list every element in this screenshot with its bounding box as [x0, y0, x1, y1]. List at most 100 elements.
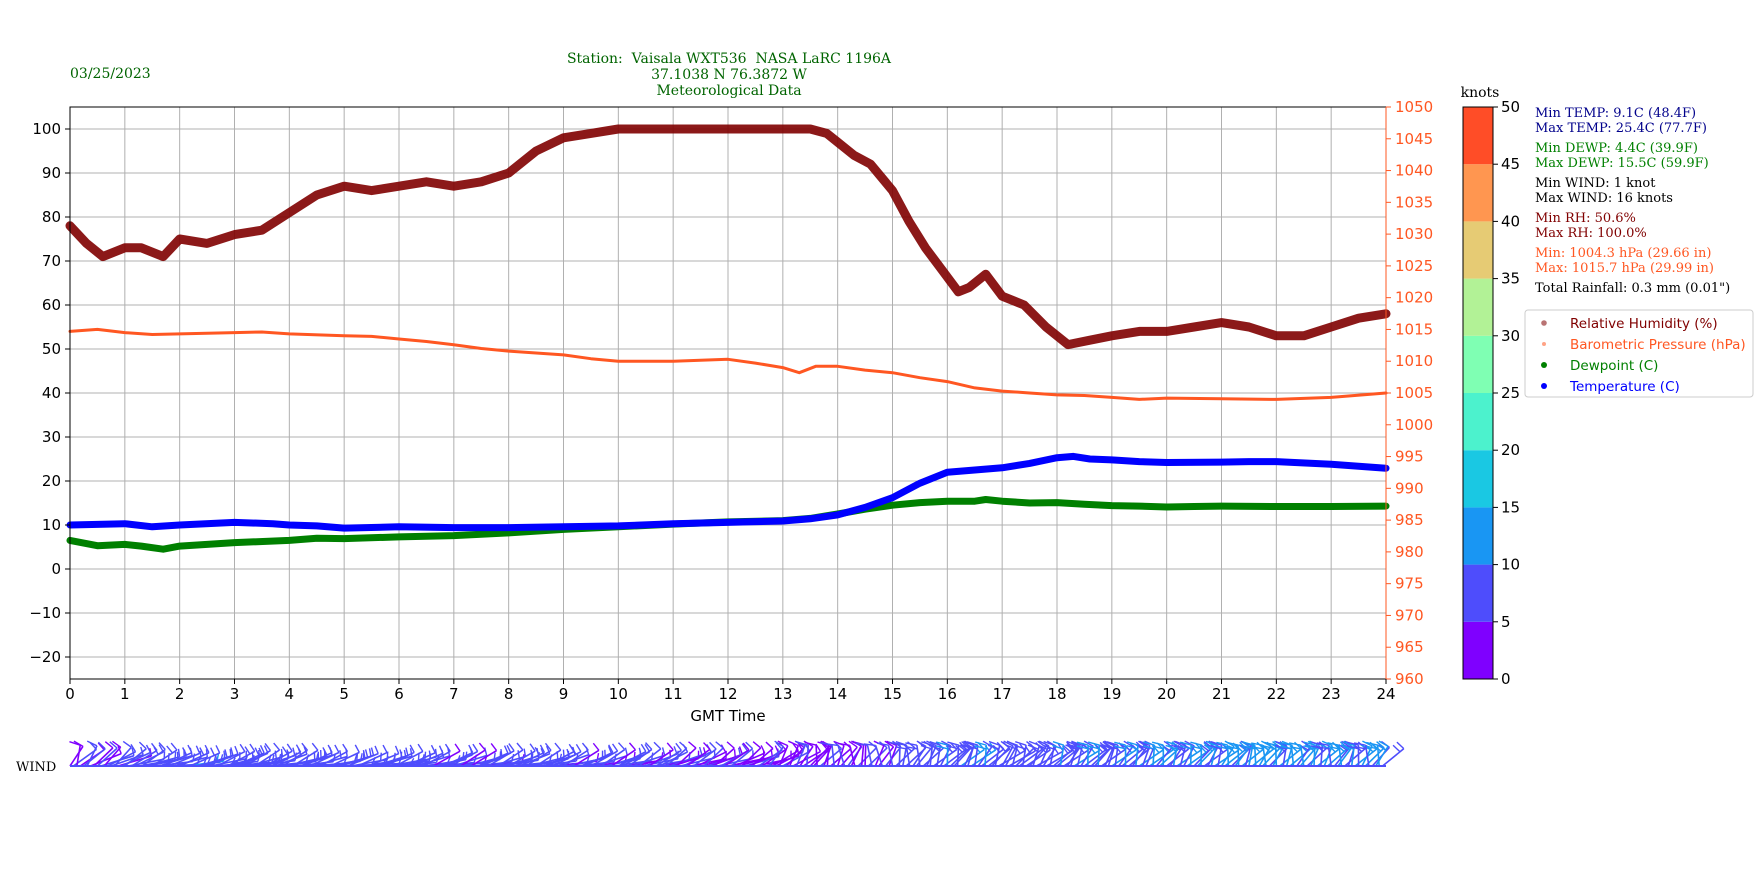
wind-barb-flag: [726, 741, 735, 749]
y-right-tick-label: 1015: [1395, 320, 1433, 338]
temperature-series: [66, 452, 1390, 532]
wind-barb-flag: [1015, 741, 1027, 746]
wind-barb-flag: [1210, 740, 1222, 746]
wind-barb: [453, 754, 487, 767]
y-right-tick-label: 1010: [1395, 352, 1433, 370]
wind-barb-flag: [1103, 744, 1114, 750]
wind-barb: [887, 745, 894, 767]
x-tick-label: 12: [718, 685, 737, 703]
wind-barb: [628, 748, 653, 767]
wind-barb-flag: [797, 741, 809, 746]
y-left-tick-label: 20: [42, 472, 61, 490]
wind-barb: [227, 750, 256, 767]
colorbar-segment: [1463, 221, 1493, 279]
wind-barb-flag: [611, 743, 619, 752]
wind-barb-flag: [1038, 740, 1050, 747]
wind-barb-flag: [490, 743, 498, 751]
wind-barb: [991, 746, 1010, 767]
wind-barb-flag: [1006, 740, 1018, 746]
wind-barb: [121, 751, 151, 767]
wind-barb-flag: [1376, 741, 1385, 749]
wind-barb-flag: [936, 741, 948, 746]
colorbar-tick-label: 40: [1501, 212, 1520, 230]
wind-barb-flag: [1163, 740, 1173, 748]
wind-barb-flag: [382, 744, 388, 753]
y-right-tick-label: 1000: [1395, 416, 1433, 434]
wind-barb-flag: [1076, 741, 1089, 746]
series-layer: [65, 124, 1391, 553]
x-tick-label: 22: [1267, 685, 1286, 703]
wind-barb-flag: [1317, 745, 1329, 750]
wind-barb: [422, 750, 451, 767]
wind-barb: [857, 747, 878, 767]
legend-label: Temperature (C): [1569, 379, 1680, 395]
wind-barb-flag: [370, 747, 375, 756]
wind-barb: [460, 749, 486, 767]
wind-barb-flag: [957, 744, 967, 752]
wind-label: WIND: [16, 760, 56, 775]
wind-barb: [594, 754, 628, 767]
x-tick-label: 3: [230, 685, 240, 703]
wind-barb-flag: [1310, 745, 1323, 750]
y-left-tick-label: −10: [29, 604, 61, 622]
wind-barb: [826, 745, 830, 767]
wind-barb-flag: [97, 741, 106, 750]
wind-barb: [850, 745, 862, 767]
colorbar-label: knots: [1461, 85, 1500, 101]
wind-barb: [151, 749, 178, 767]
y-left-tick-label: 40: [42, 384, 61, 402]
y-right-tick-label: 1045: [1395, 130, 1433, 148]
wind-barb-flag: [1088, 745, 1096, 754]
wind-barb-flag: [1272, 744, 1283, 751]
wind-barb-flag: [926, 740, 937, 747]
wind-barb-flag: [1226, 745, 1239, 750]
wind-barb-flag: [523, 748, 527, 757]
wind-barb: [563, 749, 589, 767]
wind-barb-flag: [644, 743, 651, 753]
wind-barb-flag: [947, 745, 959, 750]
wind-barb: [741, 747, 762, 767]
stat-line: Max TEMP: 25.4C (77.7F): [1535, 121, 1707, 136]
wind-barb: [1296, 746, 1312, 767]
rh-series: [65, 124, 1391, 350]
wind-barb-flag: [1307, 744, 1319, 750]
wind-barb-flag: [1336, 744, 1345, 752]
wind-barb-flag: [1088, 741, 1100, 746]
wind-barb-flag: [653, 741, 662, 750]
wind-barb: [734, 752, 766, 767]
wind-barb-flag: [182, 747, 188, 756]
wind-barb-flag: [1179, 745, 1192, 750]
wind-barb: [1015, 747, 1035, 767]
stat-line: Min TEMP: 9.1C (48.4F): [1535, 106, 1696, 121]
legend-marker: [1541, 383, 1547, 389]
wind-barb-flag: [888, 741, 901, 746]
colorbar-segment: [1463, 450, 1493, 508]
wind-barb-flag: [884, 740, 894, 748]
wind-barb-flag: [709, 741, 717, 750]
colorbar-tick-label: 45: [1501, 155, 1520, 173]
wind-barb-flag: [1392, 744, 1401, 753]
legend-box: [1524, 309, 1754, 398]
wind-barb-flag: [1071, 740, 1083, 746]
wind-barb-flag: [575, 743, 582, 753]
wind-barb-flag: [608, 744, 614, 753]
stats-panel: Min TEMP: 9.1C (48.4F)Max TEMP: 25.4C (7…: [1535, 106, 1730, 296]
wind-barb: [1166, 748, 1190, 767]
wind-barb-flag: [204, 744, 210, 754]
wind-barb-flag: [698, 746, 703, 756]
wind-barb-flag: [675, 742, 682, 751]
wind-barb: [244, 749, 271, 767]
legend-marker: [1541, 362, 1547, 368]
wind-barb-flag: [1126, 741, 1139, 746]
wind-barb-flag: [570, 746, 577, 755]
wind-barb-flag: [503, 745, 509, 754]
y-right-tick-label: 1020: [1395, 289, 1433, 307]
chart-title-line-3: Meteorological Data: [656, 83, 801, 99]
wind-barb-flag: [1327, 742, 1340, 746]
wind-barb-flag: [1190, 741, 1202, 746]
wind-barb-flag: [1366, 741, 1378, 746]
colorbar-tick-label: 50: [1501, 98, 1520, 116]
y-left-tick-label: 30: [42, 428, 61, 446]
wind-barb-flag: [215, 745, 221, 754]
wind-barb: [319, 750, 348, 767]
